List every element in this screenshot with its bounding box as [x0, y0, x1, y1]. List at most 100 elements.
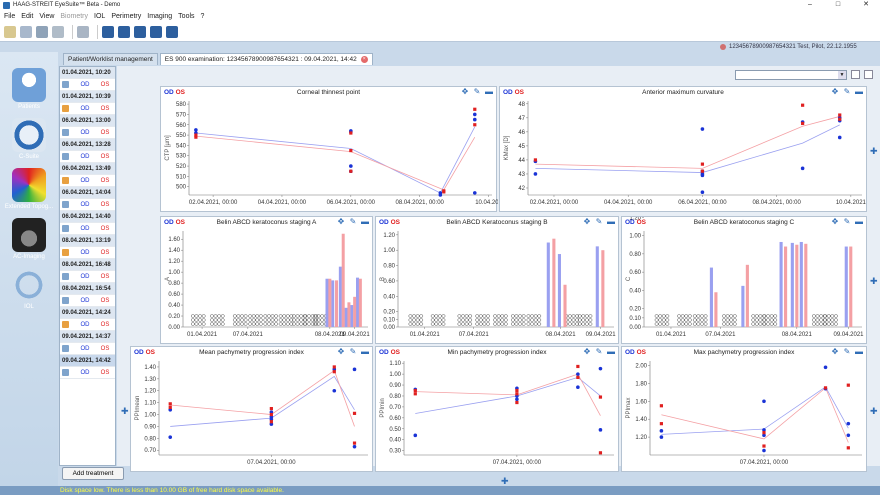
worklist-date[interactable]: 01.04.2021, 10:39: [60, 91, 115, 103]
layout-grid-icon[interactable]: [134, 25, 146, 38]
worklist-os[interactable]: OS: [100, 201, 110, 208]
eye-toggle[interactable]: OD OS: [625, 219, 646, 226]
worklist-item[interactable]: OD OS: [60, 223, 115, 235]
worklist-os[interactable]: OS: [100, 225, 110, 232]
os-label[interactable]: OS: [175, 219, 185, 226]
add-chart-icon[interactable]: ✚: [870, 406, 878, 416]
worklist-date[interactable]: 08.04.2021, 13:19: [60, 235, 115, 247]
od-label[interactable]: OD: [164, 219, 174, 226]
collapse-icon[interactable]: ▬: [361, 347, 369, 356]
menu-imaging[interactable]: Imaging: [147, 12, 173, 20]
eye-toggle[interactable]: OD OS: [503, 89, 524, 96]
magic-wand-icon[interactable]: ✎: [349, 217, 357, 226]
worklist-date[interactable]: 01.04.2021, 10:20: [60, 67, 115, 79]
worklist-date[interactable]: 08.04.2021, 16:48: [60, 259, 115, 271]
add-chart-icon[interactable]: ✚: [501, 476, 509, 486]
worklist-item[interactable]: OD OS: [60, 175, 115, 187]
worklist-date[interactable]: 06.04.2021, 14:40: [60, 211, 115, 223]
collapse-icon[interactable]: ▬: [361, 217, 369, 226]
os-label[interactable]: OS: [636, 349, 646, 356]
eye-toggle[interactable]: OD OS: [625, 349, 646, 356]
move-icon[interactable]: ✥: [583, 217, 591, 226]
nav-ac-imaging[interactable]: AC-Imaging: [0, 218, 58, 260]
add-treatment-button[interactable]: Add treatment: [62, 467, 124, 480]
collapse-icon[interactable]: ▬: [855, 217, 863, 226]
menu-view[interactable]: View: [39, 12, 55, 20]
magic-wand-icon[interactable]: ✎: [595, 347, 603, 356]
worklist-od[interactable]: OD: [80, 201, 90, 208]
worklist-os[interactable]: OS: [100, 345, 110, 352]
layout-rows-icon[interactable]: [150, 25, 162, 38]
nav-extended-topography[interactable]: Extended Topog...: [0, 168, 58, 210]
magic-wand-icon[interactable]: ✎: [843, 347, 851, 356]
os-label[interactable]: OS: [390, 219, 400, 226]
worklist-od[interactable]: OD: [80, 297, 90, 304]
exam-filter-select[interactable]: ▼: [735, 70, 847, 80]
worklist-date[interactable]: 06.04.2021, 13:00: [60, 115, 115, 127]
collapse-icon[interactable]: ▬: [485, 87, 493, 96]
eye-toggle[interactable]: OD OS: [379, 349, 400, 356]
worklist-od[interactable]: OD: [80, 129, 90, 136]
worklist-item[interactable]: OD OS: [60, 367, 115, 379]
od-label[interactable]: OD: [379, 349, 389, 356]
os-label[interactable]: OS: [175, 89, 185, 96]
magic-wand-icon[interactable]: ✎: [349, 347, 357, 356]
worklist-os[interactable]: OS: [100, 81, 110, 88]
worklist-item[interactable]: OD OS: [60, 319, 115, 331]
worklist-os[interactable]: OS: [100, 177, 110, 184]
close-tab-icon[interactable]: ×: [360, 56, 368, 63]
worklist-date[interactable]: 09.04.2021, 14:42: [60, 355, 115, 367]
tab-patient-worklist[interactable]: Patient/Worklist management: [63, 53, 158, 65]
worklist-od[interactable]: OD: [80, 105, 90, 112]
worklist-od[interactable]: OD: [80, 153, 90, 160]
menu-file[interactable]: File: [4, 12, 16, 20]
collapse-icon[interactable]: ▬: [607, 217, 615, 226]
worklist-od[interactable]: OD: [80, 369, 90, 376]
magic-wand-icon[interactable]: ✎: [843, 217, 851, 226]
os-label[interactable]: OS: [390, 349, 400, 356]
export-icon[interactable]: [52, 25, 64, 38]
worklist-item[interactable]: OD OS: [60, 103, 115, 115]
move-icon[interactable]: ✥: [337, 347, 345, 356]
worklist-os[interactable]: OS: [100, 105, 110, 112]
add-chart-icon[interactable]: ✚: [870, 146, 878, 156]
layout-view-icon[interactable]: [864, 70, 873, 79]
minimize-button[interactable]: –: [808, 1, 812, 8]
worklist-date[interactable]: 06.04.2021, 13:28: [60, 139, 115, 151]
worklist-os[interactable]: OS: [100, 321, 110, 328]
eye-toggle[interactable]: OD OS: [164, 219, 185, 226]
add-chart-icon[interactable]: ✚: [870, 276, 878, 286]
network-icon[interactable]: [77, 25, 89, 38]
collapse-icon[interactable]: ▬: [607, 347, 615, 356]
print-icon[interactable]: [36, 25, 48, 38]
worklist-od[interactable]: OD: [80, 345, 90, 352]
nav-c-suite[interactable]: C-Suite: [0, 118, 58, 160]
worklist-item[interactable]: OD OS: [60, 199, 115, 211]
worklist-od[interactable]: OD: [80, 177, 90, 184]
od-label[interactable]: OD: [503, 89, 513, 96]
move-icon[interactable]: ✥: [831, 87, 839, 96]
collapse-icon[interactable]: ▬: [855, 347, 863, 356]
worklist-od[interactable]: OD: [80, 249, 90, 256]
os-label[interactable]: OS: [145, 349, 155, 356]
home-icon[interactable]: [102, 25, 114, 38]
menu-edit[interactable]: Edit: [21, 12, 34, 20]
eye-toggle[interactable]: OD OS: [134, 349, 155, 356]
move-icon[interactable]: ✥: [461, 87, 469, 96]
tab-examination[interactable]: ES 900 examination: 12345678900987654321…: [159, 53, 373, 65]
print-view-icon[interactable]: [851, 70, 860, 79]
menu-perimetry[interactable]: Perimetry: [111, 12, 142, 20]
eye-toggle[interactable]: OD OS: [379, 219, 400, 226]
worklist-os[interactable]: OS: [100, 369, 110, 376]
eye-toggle[interactable]: OD OS: [164, 89, 185, 96]
magic-wand-icon[interactable]: ✎: [595, 217, 603, 226]
move-icon[interactable]: ✥: [337, 217, 345, 226]
worklist-os[interactable]: OS: [100, 153, 110, 160]
worklist-item[interactable]: OD OS: [60, 247, 115, 259]
nav-patients[interactable]: Patients: [0, 68, 58, 110]
worklist-od[interactable]: OD: [80, 273, 90, 280]
od-label[interactable]: OD: [379, 219, 389, 226]
worklist-date[interactable]: 08.04.2021, 16:54: [60, 283, 115, 295]
worklist-date[interactable]: 09.04.2021, 14:24: [60, 307, 115, 319]
add-chart-icon[interactable]: ✚: [121, 406, 129, 416]
